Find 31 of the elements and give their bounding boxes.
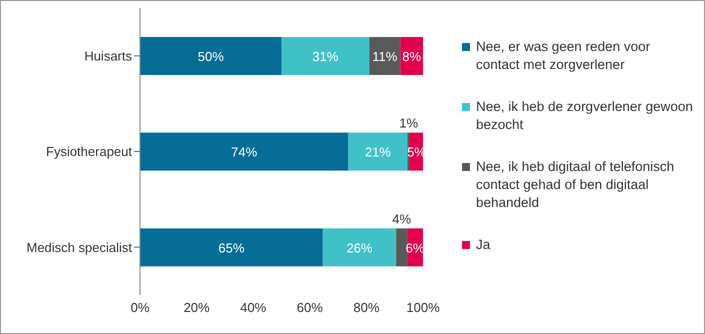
legend-label: Nee, er was geen reden voor contact met zorgverlener: [476, 38, 652, 74]
data-label: 74%: [231, 144, 258, 160]
bar: [322, 228, 396, 266]
bar: [140, 37, 282, 75]
data-label: 26%: [346, 240, 373, 256]
bar: [282, 37, 370, 75]
bar: [369, 37, 400, 75]
bar: [140, 132, 348, 171]
data-label: 11%: [372, 49, 398, 64]
x-tick-label: 20%: [184, 300, 210, 316]
x-tick-label: 0%: [130, 300, 150, 316]
data-label: 1%: [399, 116, 419, 131]
x-tick-label: 100%: [406, 300, 440, 316]
y-tick-label: Fysiotherapeut: [46, 144, 132, 160]
legend-label: Nee, ik heb digitaal of telefonisch contact gehad of ben digitaal behandeld: [476, 158, 676, 212]
y-tick-label: Huisarts: [84, 48, 132, 64]
data-label: 8%: [402, 49, 422, 64]
data-label: 65%: [218, 240, 245, 256]
legend-label: Ja: [476, 236, 490, 254]
data-label: 31%: [312, 49, 339, 64]
x-tick-label: 60%: [296, 300, 324, 316]
bar: [140, 228, 323, 266]
y-tick-label: Medisch specialist: [26, 240, 132, 255]
bar: [396, 228, 408, 266]
x-tick-label: 40%: [240, 300, 267, 316]
bar: [348, 132, 408, 171]
data-label: 50%: [198, 49, 224, 64]
legend-label: Nee, ik heb de zorgverlener gewoon bezocht: [476, 98, 694, 134]
x-tick-label: 80%: [353, 300, 380, 316]
data-label: 4%: [392, 211, 412, 226]
data-label: 21%: [364, 144, 392, 160]
